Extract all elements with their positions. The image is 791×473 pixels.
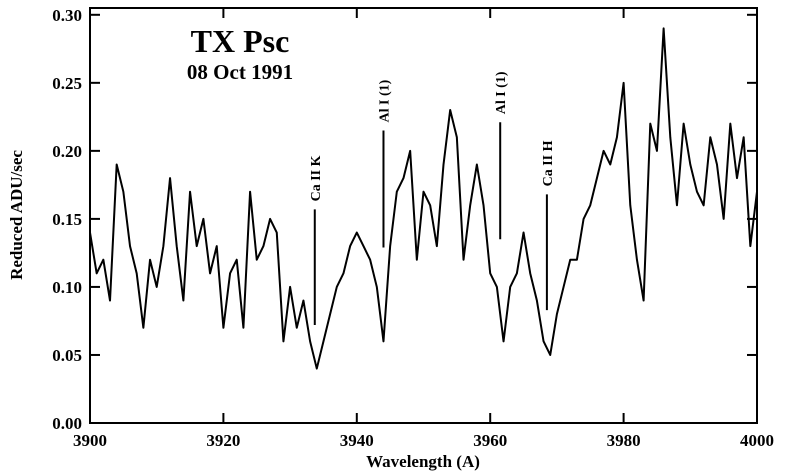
line-label: Ca II H [541, 140, 556, 186]
y-axis-title: Reduced ADU/sec [7, 150, 26, 280]
y-tick-label: 0.25 [52, 74, 82, 93]
x-tick-label: 3900 [73, 431, 107, 450]
y-tick-label: 0.20 [52, 142, 82, 161]
line-label: Al I (1) [377, 79, 392, 122]
line-label: Ca II K [309, 155, 324, 201]
y-tick-label: 0.00 [52, 414, 82, 433]
spectrum-line [89, 27, 758, 370]
x-tick-label: 3980 [607, 431, 641, 450]
y-tick-label: 0.05 [52, 346, 82, 365]
x-tick-label: 3940 [340, 431, 374, 450]
y-tick-label: 0.10 [52, 278, 82, 297]
x-tick-label: 4000 [740, 431, 774, 450]
x-tick-label: 3920 [206, 431, 240, 450]
chart-subtitle: 08 Oct 1991 [187, 60, 293, 84]
line-label: Al I (1) [494, 71, 509, 114]
plot-frame [89, 7, 758, 424]
y-tick-label: 0.30 [52, 6, 82, 25]
x-tick-label: 3960 [473, 431, 507, 450]
chart-title: TX Psc [191, 23, 290, 59]
y-tick-label: 0.15 [52, 210, 82, 229]
x-axis-title: Wavelength (A) [366, 452, 480, 471]
